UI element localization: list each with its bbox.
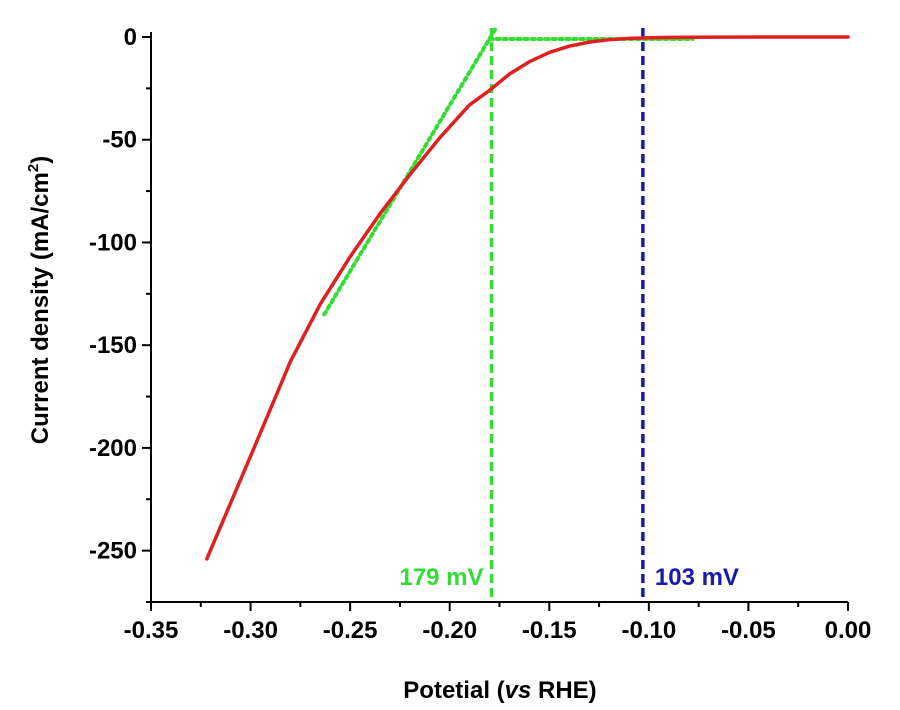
x-tick-label: 0.00	[825, 617, 872, 644]
axis-ticks: -0.35 -0.30 -0.25 -0.20 -0.15 -0.10 -0.05 0.00 0…	[89, 24, 871, 644]
x-tick-label: -0.25	[323, 617, 378, 644]
x-tick-label: -0.20	[422, 617, 477, 644]
y-tick-label: -100	[89, 229, 137, 256]
y-axis-title: Current density (mA/cm2)	[25, 156, 54, 444]
label-onset-179: 179 mV	[399, 564, 483, 591]
y-tick-label: -150	[89, 332, 137, 359]
tangent-slope	[322, 26, 498, 317]
tangent-lines	[322, 26, 695, 317]
x-tick-label: -0.05	[721, 617, 776, 644]
label-onset-103: 103 mV	[655, 564, 739, 591]
y-tick-label: -250	[89, 538, 137, 565]
annotations: 179 mV 103 mV	[399, 564, 738, 591]
plot-frame	[150, 32, 848, 603]
data-series	[205, 35, 850, 561]
y-tick-label: -50	[102, 127, 137, 154]
x-tick-label: -0.10	[622, 617, 677, 644]
x-tick-label: -0.30	[223, 617, 278, 644]
series-line	[205, 35, 850, 561]
x-tick-label: -0.35	[124, 617, 179, 644]
vertical-markers	[489, 28, 645, 602]
y-tick-label: 0	[124, 24, 137, 51]
x-axis-title: Potetial (vs RHE)	[403, 677, 596, 704]
y-tick-label: -200	[89, 435, 137, 462]
x-tick-label: -0.15	[522, 617, 577, 644]
